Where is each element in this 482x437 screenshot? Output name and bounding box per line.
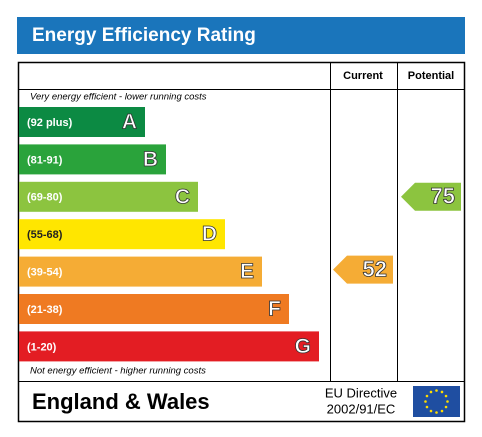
- column-header: Current: [343, 70, 383, 82]
- band-bar: [19, 331, 319, 362]
- star: [444, 405, 448, 409]
- star: [440, 390, 444, 394]
- star: [444, 394, 448, 398]
- title: Energy Efficiency Rating: [32, 25, 256, 46]
- region: England & Wales: [32, 389, 210, 414]
- star: [435, 411, 438, 414]
- star: [424, 400, 427, 403]
- star: [435, 389, 438, 392]
- band-letter: D: [202, 223, 217, 246]
- band-bar: [19, 256, 262, 287]
- band-bar: [19, 219, 225, 250]
- rating-value: 52: [363, 256, 387, 281]
- band-range: (55-68): [27, 229, 63, 241]
- band-letter: E: [240, 260, 254, 283]
- band-range: (69-80): [27, 192, 63, 204]
- band-bar: [19, 144, 166, 175]
- band-range: (39-54): [27, 267, 63, 279]
- band-range: (92 plus): [27, 117, 73, 129]
- bottom-note: Not energy efficient - higher running co…: [30, 366, 206, 377]
- column-header: Potential: [408, 70, 454, 82]
- top-note: Very energy efficient - lower running co…: [30, 92, 207, 103]
- eu-flag: [413, 386, 460, 417]
- band-letter: C: [175, 185, 190, 208]
- rating-value: 75: [431, 184, 455, 209]
- band-letter: A: [122, 111, 137, 134]
- band-range: (21-38): [27, 304, 63, 316]
- band-bar: [19, 294, 289, 324]
- star: [446, 400, 449, 403]
- rating-arrow: [333, 255, 393, 284]
- star: [425, 405, 429, 409]
- directive: EU Directive: [325, 385, 397, 400]
- band-bar: [19, 107, 145, 137]
- band-range: (81-91): [27, 154, 63, 166]
- band-bar: [19, 181, 198, 212]
- star: [429, 409, 433, 413]
- star: [440, 409, 444, 413]
- title-bar: [17, 17, 465, 54]
- band-letter: G: [295, 335, 311, 358]
- star: [425, 394, 429, 398]
- band-letter: B: [143, 148, 158, 171]
- star: [429, 390, 433, 394]
- band-letter: F: [268, 298, 281, 321]
- rating-arrow: [401, 182, 461, 211]
- directive: 2002/91/EC: [327, 401, 396, 416]
- frame: [17, 61, 466, 423]
- band-range: (1-20): [27, 341, 57, 353]
